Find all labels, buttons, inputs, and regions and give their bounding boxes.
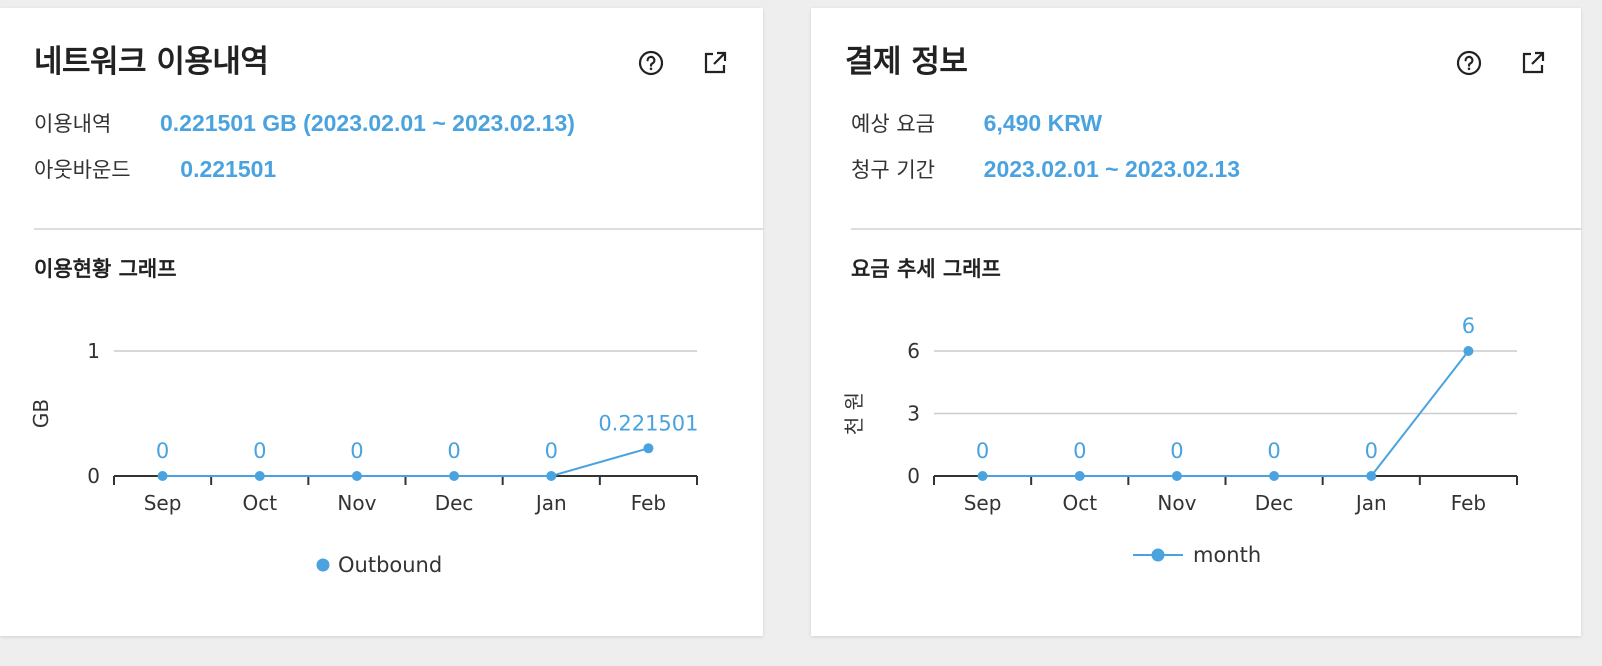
estimate-row: 예상 요금 6,490 KRW: [851, 108, 1102, 138]
outbound-label: 아웃바운드: [34, 158, 131, 182]
y-axis-label: 천 원: [842, 392, 866, 435]
data-point: [1463, 346, 1474, 356]
outbound-row: 아웃바운드 0.221501: [34, 154, 276, 184]
section-divider: [851, 228, 1581, 230]
data-label: 0.221501: [598, 411, 698, 435]
cost-chart-legend[interactable]: month: [1133, 543, 1261, 567]
y-axis-label: GB: [29, 399, 53, 428]
data-label: 0: [350, 439, 363, 463]
y-tick-label: 0: [87, 464, 100, 488]
data-point: [1269, 471, 1280, 481]
period-row: 청구 기간 2023.02.01 ~ 2023.02.13: [851, 154, 1240, 184]
series-line: [982, 350, 1470, 477]
data-point: [351, 471, 362, 481]
usage-value: 0.221501 GB (2023.02.01 ~ 2023.02.13): [159, 110, 575, 136]
data-label: 0: [545, 439, 558, 463]
section-divider: [34, 228, 763, 230]
network-card-title: 네트워크 이용내역: [34, 44, 269, 80]
outbound-value: 0.221501: [180, 156, 277, 182]
x-tick-label: Feb: [631, 491, 666, 515]
data-label: 0: [1073, 439, 1086, 463]
y-tick-label: 1: [87, 339, 100, 363]
x-tick-label: Nov: [337, 491, 376, 515]
estimate-label: 예상 요금: [851, 112, 935, 136]
legend-dot-marker: [316, 558, 330, 572]
estimate-value: 6,490 KRW: [983, 110, 1103, 136]
x-tick-label: Jan: [1354, 491, 1387, 515]
data-point: [1366, 471, 1377, 481]
data-label: 0: [976, 439, 989, 463]
x-tick-label: Feb: [1451, 491, 1486, 515]
data-point: [977, 471, 988, 481]
legend-label: Outbound: [338, 553, 443, 577]
data-point: [1074, 471, 1085, 481]
usage-line-chart: 0 1 Sep Oct Nov Dec Jan Feb GB 0 0 0 0 0 0.221501: [29, 339, 699, 515]
usage-label: 이용내역: [34, 112, 112, 136]
x-tick-label: Sep: [964, 491, 1002, 515]
cost-line-chart: 0 3 6 Sep Oct Nov Dec Jan Feb 천 원 0 0 0 0 0 6: [842, 314, 1518, 515]
x-tick-label: Oct: [242, 491, 277, 515]
period-label: 청구 기간: [851, 158, 935, 182]
billing-info-card: 결제 정보 예상 요금 6,490 KRW 청구 기간 2023.02.01 ~…: [811, 8, 1581, 636]
x-tick-label: Sep: [144, 491, 182, 515]
help-circle-icon[interactable]: [636, 48, 666, 78]
usage-chart-legend[interactable]: Outbound: [316, 553, 442, 577]
y-tick-label: 0: [907, 464, 920, 488]
data-point: [254, 471, 265, 481]
external-link-icon[interactable]: [700, 48, 730, 78]
data-point: [449, 471, 460, 481]
data-label: 0: [1170, 439, 1183, 463]
data-point: [546, 471, 557, 481]
y-tick-label: 3: [907, 402, 920, 426]
data-point: [643, 443, 654, 454]
period-value: 2023.02.01 ~ 2023.02.13: [983, 156, 1241, 182]
x-tick-label: Oct: [1062, 491, 1097, 515]
legend-label: month: [1193, 543, 1262, 567]
network-usage-card: 네트워크 이용내역 이용내역 0.221501 GB (2023.02.01 ~…: [0, 8, 763, 636]
data-label: 0: [447, 439, 460, 463]
billing-card-title: 결제 정보: [845, 44, 968, 80]
usage-row: 이용내역 0.221501 GB (2023.02.01 ~ 2023.02.1…: [34, 108, 575, 138]
x-tick-label: Nov: [1157, 491, 1196, 515]
data-label: 0: [1365, 439, 1378, 463]
cost-graph-title: 요금 추세 그래프: [851, 257, 1001, 281]
data-label: 6: [1462, 314, 1475, 338]
x-tick-label: Dec: [1255, 491, 1294, 515]
x-tick-label: Jan: [534, 491, 567, 515]
data-point: [1171, 471, 1182, 481]
legend-line-marker: [1133, 548, 1183, 562]
series-line: [162, 447, 649, 477]
data-label: 0: [253, 439, 266, 463]
external-link-icon[interactable]: [1518, 48, 1548, 78]
y-tick-label: 6: [907, 339, 920, 363]
help-circle-icon[interactable]: [1454, 48, 1484, 78]
data-label: 0: [1267, 439, 1280, 463]
data-label: 0: [156, 439, 169, 463]
usage-graph-title: 이용현황 그래프: [34, 257, 177, 281]
data-point: [157, 471, 168, 481]
x-tick-label: Dec: [435, 491, 474, 515]
